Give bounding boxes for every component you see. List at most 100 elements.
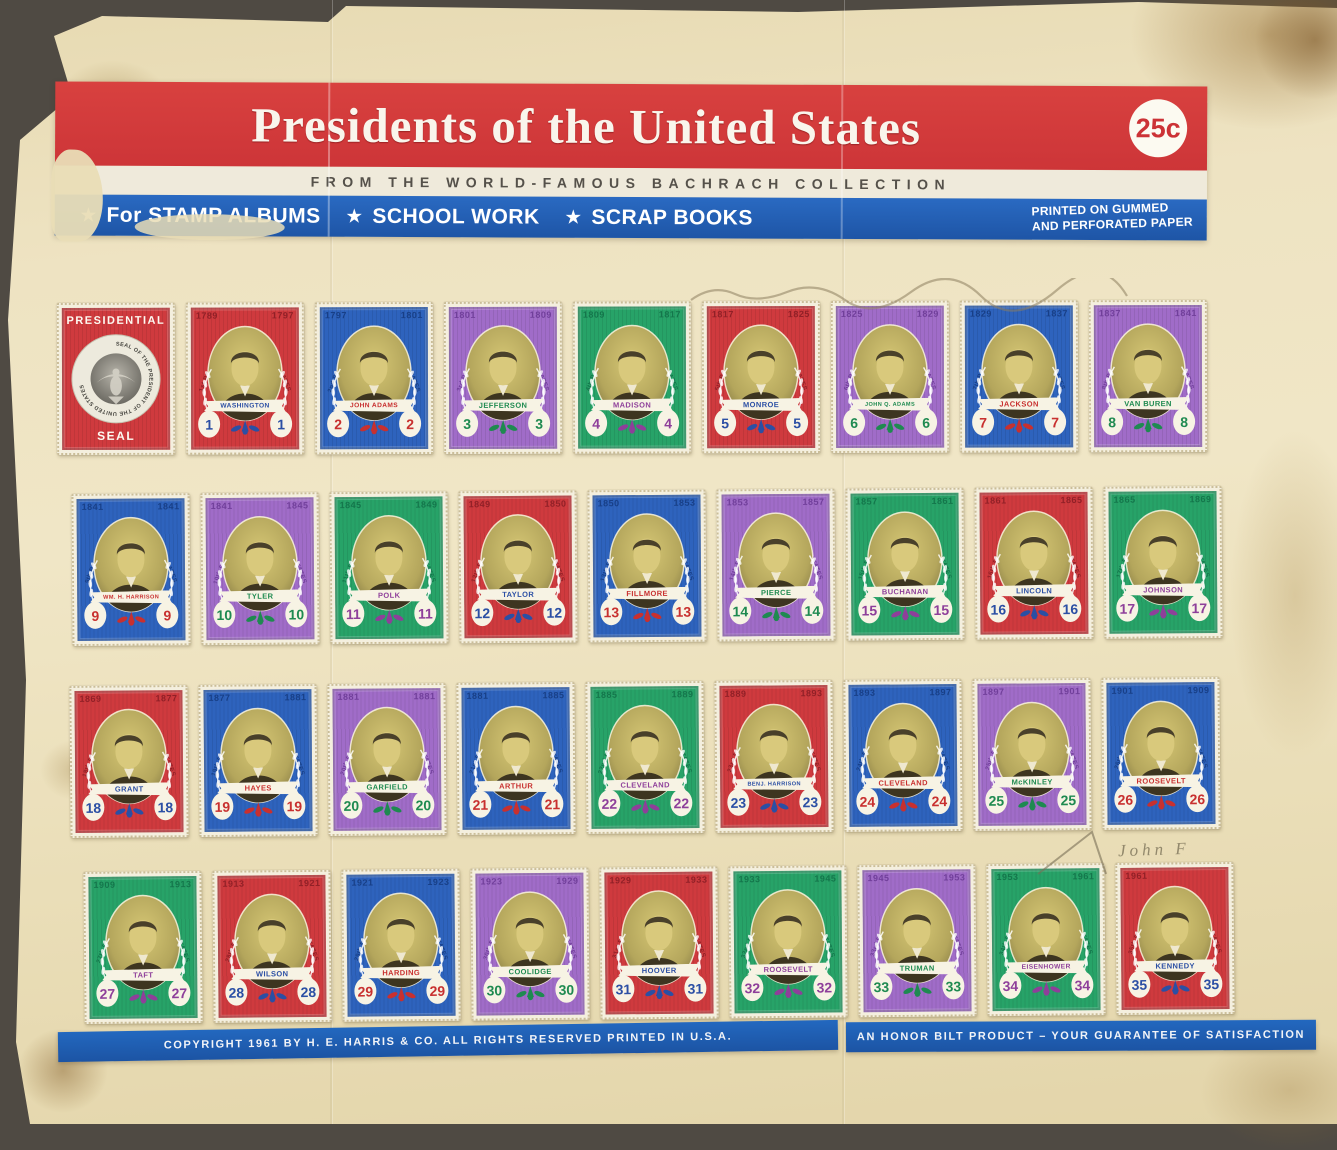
president-name: MONROE: [742, 400, 780, 410]
stamp-10-tyler: 10th PRESIDENT OF THE UNITED STATES 1841…: [200, 492, 320, 646]
stamp-frame: 1st PRESIDENT OF THE UNITED STATES 1789 …: [190, 307, 300, 450]
stamp-number: 23: [727, 788, 750, 816]
term-end-year: 1897: [929, 687, 952, 698]
term-end-year: 1893: [800, 688, 823, 699]
name-ribbon: JOHN ADAMS: [333, 399, 415, 412]
stamp-number: 7: [972, 408, 995, 436]
stamp-frame: 4th PRESIDENT OF THE UNITED STATES 1809 …: [577, 306, 687, 449]
term-end-year: 1933: [685, 874, 708, 885]
name-ribbon: CLEVELAND: [862, 776, 944, 790]
stamp-number: 6: [915, 408, 938, 436]
term-start-year: 1809: [582, 309, 605, 320]
stamp-number: 30: [555, 975, 578, 1003]
stamp-11-polk: 11th PRESIDENT OF THE UNITED STATES 1845…: [329, 491, 449, 645]
term-start-year: 1953: [996, 871, 1019, 883]
term-end-year: 1861: [931, 495, 954, 506]
president-name: WILSON: [255, 969, 289, 979]
name-ribbon: LINCOLN: [993, 584, 1075, 598]
term-end-year: 1817: [658, 309, 681, 320]
term-start-year: 1945: [867, 872, 890, 884]
flourish-icon: [115, 803, 144, 818]
stamp-number: 34: [1071, 971, 1094, 999]
stamp-number: 33: [942, 972, 965, 1000]
term-start-year: 1801: [453, 309, 476, 320]
name-ribbon: TRUMAN: [876, 961, 958, 975]
stamp-number: 18: [82, 793, 105, 821]
president-name: CLEVELAND: [620, 780, 670, 790]
stamp-number: 32: [741, 974, 764, 1002]
stamp-number: 12: [471, 599, 494, 627]
president-portrait: [736, 703, 812, 800]
flourish-icon: [502, 800, 531, 815]
term-end-year: 1849: [415, 499, 438, 510]
stamp-31-hoover: 31st PRESIDENT OF THE UNITED STATES 1929…: [599, 866, 719, 1020]
stamp-number: 5: [714, 409, 737, 437]
name-ribbon: MADISON: [591, 398, 673, 411]
flourish-icon: [747, 419, 776, 434]
president-name: FILLMORE: [626, 588, 668, 599]
term-start-year: 1897: [982, 686, 1005, 697]
stamp-number: 25: [985, 786, 1008, 814]
term-start-year: 1921: [351, 877, 374, 888]
term-end-year: 1923: [427, 876, 450, 888]
use-item: ★ For STAMP ALBUMS: [80, 203, 321, 228]
stamp-number: 13: [672, 597, 695, 625]
stamp-frame: 17th PRESIDENT OF THE UNITED STATES 1865…: [1108, 491, 1218, 634]
title-band: Presidents of the United States 25c: [54, 81, 1208, 171]
stamp-21-arthur: 21st PRESIDENT OF THE UNITED STATES 1881…: [456, 682, 576, 835]
term-end-year: 1853: [673, 497, 696, 508]
president-name: BUCHANAN: [881, 587, 929, 597]
president-name: JACKSON: [999, 399, 1039, 409]
stamp-row-4: 27th PRESIDENT OF THE UNITED STATES 1909…: [83, 861, 1235, 1024]
flourish-icon: [375, 609, 404, 624]
stamp-23-benj-harrison: 23rd PRESIDENT OF THE UNITED STATES 1889…: [714, 680, 834, 833]
stamp-number: 27: [168, 979, 191, 1007]
stamp-frame: 19th PRESIDENT OF THE UNITED STATES 1877…: [203, 689, 313, 832]
stamp-frame: 23rd PRESIDENT OF THE UNITED STATES 1889…: [719, 685, 829, 828]
name-ribbon: TYLER: [219, 589, 301, 603]
flourish-icon: [1005, 418, 1034, 433]
president-name: ROOSEVELT: [763, 964, 813, 975]
name-ribbon: ROOSEVELT: [747, 962, 829, 976]
name-ribbon: JOHNSON: [1122, 583, 1204, 597]
term-start-year: 1853: [726, 497, 749, 508]
name-ribbon: HOOVER: [618, 964, 700, 978]
stamp-number: 18: [154, 793, 177, 821]
president-name: GRANT: [114, 784, 144, 794]
name-ribbon: McKINLEY: [991, 775, 1073, 789]
flourish-icon: [373, 801, 402, 816]
term-end-year: 1921: [298, 877, 321, 889]
president-portrait: [879, 887, 955, 984]
stamp-number: 28: [297, 977, 320, 1006]
stamp-3-jefferson: 3rd PRESIDENT OF THE UNITED STATES 1801 …: [443, 301, 563, 454]
flourish-icon: [1018, 796, 1047, 811]
name-ribbon: WM. H. HARRISON: [90, 590, 172, 604]
term-start-year: 1913: [222, 878, 245, 889]
stamp-7-jackson: 7th PRESIDENT OF THE UNITED STATES 1829 …: [959, 300, 1079, 453]
stamp-number: 9: [84, 601, 107, 629]
stamp-frame: 35th PRESIDENT OF THE UNITED STATES 1961…: [1120, 867, 1230, 1010]
president-portrait: [105, 894, 181, 991]
stamp-frame: 5th PRESIDENT OF THE UNITED STATES 1817 …: [706, 306, 816, 449]
stamp-frame: PRESIDENTIAL SEAL OF THE PRESIDENT OF TH…: [61, 307, 171, 450]
stamp-frame: 2nd PRESIDENT OF THE UNITED STATES 1797 …: [319, 307, 429, 450]
term-end-year: 1845: [286, 500, 309, 511]
stamp-2-john-adams: 2nd PRESIDENT OF THE UNITED STATES 1797 …: [314, 302, 434, 455]
term-start-year: 1857: [855, 496, 878, 507]
president-name: GARFIELD: [366, 782, 409, 792]
stamp-19-hayes: 19th PRESIDENT OF THE UNITED STATES 1877…: [198, 684, 318, 837]
header-banner: Presidents of the United States 25c FROM…: [50, 81, 1208, 242]
president-name: WASHINGTON: [220, 402, 270, 410]
laurel-branch-icon: [1064, 744, 1075, 792]
stamp-number: 5: [786, 409, 809, 437]
term-end-year: 1961: [1072, 871, 1095, 882]
term-end-year: 1953: [943, 872, 966, 883]
stamp-number: 21: [469, 790, 492, 818]
flourish-icon: [645, 984, 674, 1000]
president-name: EISENHOWER: [1021, 963, 1071, 971]
president-name: HAYES: [244, 783, 272, 793]
stamp-number: 32: [813, 973, 836, 1001]
stamp-number: 3: [456, 409, 479, 437]
term-start-year: 1865: [1113, 494, 1136, 505]
name-ribbon: VAN BUREN: [1107, 397, 1189, 410]
